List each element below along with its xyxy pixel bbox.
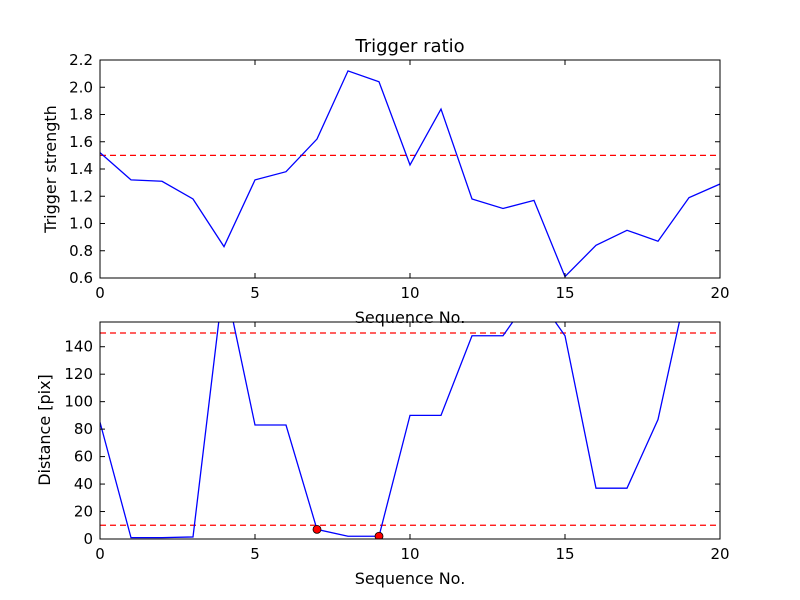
bottom-series-line-0	[100, 322, 681, 539]
top-series-line-0	[100, 70, 720, 278]
bottom-x-tick-label-4: 20	[710, 545, 729, 563]
bottom-plot-area	[100, 322, 720, 539]
top-y-axis-label: Trigger strength	[41, 105, 60, 234]
bottom-y-tick-label-2: 40	[74, 475, 93, 493]
top-x-tick-label-2: 10	[400, 284, 419, 302]
bottom-y-tick-label-4: 80	[74, 420, 93, 438]
top-x-tick-label-4: 20	[710, 284, 729, 302]
bottom-x-axis-label: Sequence No.	[355, 569, 466, 588]
top-x-tick-label-3: 15	[555, 284, 574, 302]
top-y-tick-label-7: 2.0	[69, 78, 93, 96]
top-y-tick-label-1: 0.8	[69, 242, 93, 260]
bottom-y-tick-label-6: 120	[64, 365, 93, 383]
top-y-tick-label-5: 1.6	[69, 133, 93, 151]
bottom-marker-1	[374, 531, 384, 539]
bottom-x-tick-label-2: 10	[400, 545, 419, 563]
bottom-y-axis-label: Distance [pix]	[35, 374, 54, 486]
bottom-y-tick-label-1: 20	[74, 503, 93, 521]
top-y-tick-label-2: 1.0	[69, 215, 93, 233]
bottom-x-tick-label-1: 5	[250, 545, 260, 563]
bottom-y-tick-label-7: 140	[64, 338, 93, 356]
bottom-x-tick-label-3: 15	[555, 545, 574, 563]
bottom-y-tick-label-5: 100	[64, 393, 93, 411]
top-y-tick-label-6: 1.8	[69, 106, 93, 124]
bottom-y-tick-label-3: 60	[74, 448, 93, 466]
top-ticks: 0 5 10 15 20 0.6 0.8 1.0 1.2 1.4 1.6 1.8 2.0 2.2	[69, 51, 729, 302]
top-y-tick-label-0: 0.6	[69, 269, 93, 287]
top-panel: Trigger ratio 0 5 10 15 20 0.6 0.8 1.0 1.2 1.4 1.6…	[41, 36, 730, 327]
top-y-tick-label-3: 1.2	[69, 187, 93, 205]
bottom-ticks: 0 5 10 15 20 0 20 40 60 80 100 120 140	[64, 322, 730, 563]
bottom-x-tick-label-0: 0	[95, 545, 105, 563]
top-y-tick-label-8: 2.2	[69, 51, 93, 69]
top-chart-title: Trigger ratio	[354, 36, 464, 57]
top-x-tick-label-0: 0	[95, 284, 105, 302]
top-x-tick-label-1: 5	[250, 284, 260, 302]
top-y-tick-label-4: 1.4	[69, 160, 93, 178]
top-plot-area	[100, 70, 720, 278]
bottom-y-tick-label-0: 0	[83, 530, 93, 548]
bottom-marker-0	[312, 524, 322, 534]
